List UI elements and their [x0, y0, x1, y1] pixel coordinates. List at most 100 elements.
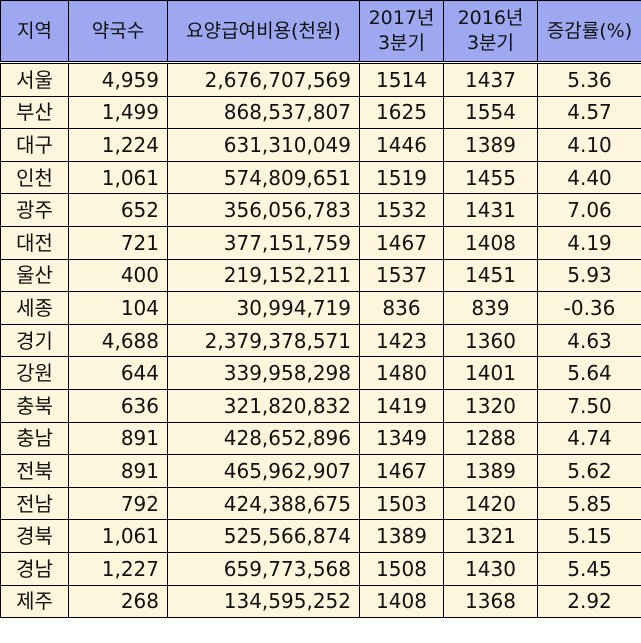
table-row: 충남 891 428,652,896 1349 1288 4.74: [0, 421, 641, 456]
cell-pharmacy-count: 4,959: [68, 62, 168, 97]
cell-change-rate: 2.92: [537, 584, 641, 619]
cell-benefit-cost: 424,388,675: [167, 486, 360, 521]
cell-change-rate: 4.40: [537, 160, 641, 195]
cell-region: 부산: [0, 95, 69, 130]
cell-change-rate: -0.36: [537, 291, 641, 325]
cell-q3-2017: 1446: [359, 128, 444, 162]
cell-q3-2016: 1288: [443, 421, 538, 456]
cell-q3-2016: 1455: [443, 160, 538, 195]
cell-q3-2017: 1408: [359, 584, 444, 619]
cell-pharmacy-count: 268: [68, 584, 168, 619]
cell-q3-2016: 1420: [443, 486, 538, 521]
cell-q3-2016: 1451: [443, 258, 538, 293]
cell-change-rate: 5.15: [537, 519, 641, 553]
cell-q3-2016: 1389: [443, 454, 538, 488]
cell-q3-2017: 1467: [359, 454, 444, 488]
cell-region: 충남: [0, 421, 69, 456]
cell-q3-2016: 1431: [443, 193, 538, 227]
cell-change-rate: 4.74: [537, 421, 641, 456]
cell-change-rate: 7.50: [537, 388, 641, 423]
cell-region: 충북: [0, 388, 69, 423]
cell-region: 경기: [0, 323, 69, 358]
cell-q3-2016: 1430: [443, 551, 538, 586]
cell-pharmacy-count: 1,224: [68, 128, 168, 162]
cell-region: 울산: [0, 258, 69, 293]
cell-benefit-cost: 868,537,807: [167, 95, 360, 130]
cell-region: 경남: [0, 551, 69, 586]
cell-q3-2017: 1389: [359, 519, 444, 553]
cell-benefit-cost: 631,310,049: [167, 128, 360, 162]
header-benefit-cost: 요양급여비용(천원): [167, 0, 360, 64]
cell-q3-2017: 1514: [359, 62, 444, 97]
cell-pharmacy-count: 652: [68, 193, 168, 227]
table-header: 지역 약국수 요양급여비용(천원) 2017년 3분기 2016년 3분기 증감…: [0, 0, 641, 64]
cell-q3-2017: 1423: [359, 323, 444, 358]
cell-pharmacy-count: 400: [68, 258, 168, 293]
cell-change-rate: 4.57: [537, 95, 641, 130]
header-pharmacy-count: 약국수: [68, 0, 168, 64]
cell-q3-2016: 1437: [443, 62, 538, 97]
cell-pharmacy-count: 721: [68, 225, 168, 260]
cell-q3-2016: 1401: [443, 356, 538, 390]
table-row: 울산 400 219,152,211 1537 1451 5.93: [0, 258, 641, 293]
table-row: 인천 1,061 574,809,651 1519 1455 4.40: [0, 160, 641, 195]
cell-q3-2017: 1349: [359, 421, 444, 456]
cell-benefit-cost: 219,152,211: [167, 258, 360, 293]
cell-pharmacy-count: 891: [68, 454, 168, 488]
cell-pharmacy-count: 792: [68, 486, 168, 521]
cell-region: 서울: [0, 62, 69, 97]
header-q3-2016-line2: 3분기: [466, 32, 515, 54]
cell-region: 대구: [0, 128, 69, 162]
cell-pharmacy-count: 104: [68, 291, 168, 325]
cell-pharmacy-count: 1,061: [68, 160, 168, 195]
cell-q3-2017: 1519: [359, 160, 444, 195]
cell-q3-2017: 1467: [359, 225, 444, 260]
cell-benefit-cost: 428,652,896: [167, 421, 360, 456]
cell-benefit-cost: 525,566,874: [167, 519, 360, 553]
cell-change-rate: 5.85: [537, 486, 641, 521]
cell-pharmacy-count: 636: [68, 388, 168, 423]
cell-q3-2016: 839: [443, 291, 538, 325]
cell-benefit-cost: 659,773,568: [167, 551, 360, 586]
header-q3-2017-line1: 2017년: [368, 7, 435, 29]
header-change-rate: 증감률(%): [537, 0, 641, 64]
table-row: 세종 104 30,994,719 836 839 -0.36: [0, 291, 641, 325]
cell-benefit-cost: 356,056,783: [167, 193, 360, 227]
pharmacy-statistics-table: 지역 약국수 요양급여비용(천원) 2017년 3분기 2016년 3분기 증감…: [0, 0, 641, 619]
cell-region: 인천: [0, 160, 69, 195]
table-row: 경기 4,688 2,379,378,571 1423 1360 4.63: [0, 323, 641, 358]
cell-q3-2017: 1625: [359, 95, 444, 130]
cell-q3-2017: 1532: [359, 193, 444, 227]
cell-pharmacy-count: 1,227: [68, 551, 168, 586]
cell-pharmacy-count: 1,499: [68, 95, 168, 130]
cell-region: 대전: [0, 225, 69, 260]
table-row: 강원 644 339,958,298 1480 1401 5.64: [0, 356, 641, 390]
cell-change-rate: 5.93: [537, 258, 641, 293]
table-row: 제주 268 134,595,252 1408 1368 2.92: [0, 584, 641, 619]
cell-benefit-cost: 377,151,759: [167, 225, 360, 260]
table-row: 대전 721 377,151,759 1467 1408 4.19: [0, 225, 641, 260]
cell-change-rate: 5.62: [537, 454, 641, 488]
cell-region: 광주: [0, 193, 69, 227]
cell-region: 세종: [0, 291, 69, 325]
table-row: 경남 1,227 659,773,568 1508 1430 5.45: [0, 551, 641, 586]
cell-q3-2017: 836: [359, 291, 444, 325]
cell-change-rate: 5.64: [537, 356, 641, 390]
cell-pharmacy-count: 891: [68, 421, 168, 456]
cell-benefit-cost: 2,379,378,571: [167, 323, 360, 358]
table-row: 전남 792 424,388,675 1503 1420 5.85: [0, 486, 641, 521]
cell-benefit-cost: 30,994,719: [167, 291, 360, 325]
cell-change-rate: 4.10: [537, 128, 641, 162]
header-q3-2016: 2016년 3분기: [443, 0, 538, 64]
header-region: 지역: [0, 0, 69, 64]
cell-pharmacy-count: 644: [68, 356, 168, 390]
cell-region: 경북: [0, 519, 69, 553]
cell-q3-2016: 1360: [443, 323, 538, 358]
cell-q3-2017: 1503: [359, 486, 444, 521]
table-row: 서울 4,959 2,676,707,569 1514 1437 5.36: [0, 62, 641, 97]
cell-change-rate: 5.45: [537, 551, 641, 586]
cell-benefit-cost: 574,809,651: [167, 160, 360, 195]
cell-benefit-cost: 2,676,707,569: [167, 62, 360, 97]
cell-q3-2016: 1408: [443, 225, 538, 260]
header-row: 지역 약국수 요양급여비용(천원) 2017년 3분기 2016년 3분기 증감…: [0, 0, 641, 64]
